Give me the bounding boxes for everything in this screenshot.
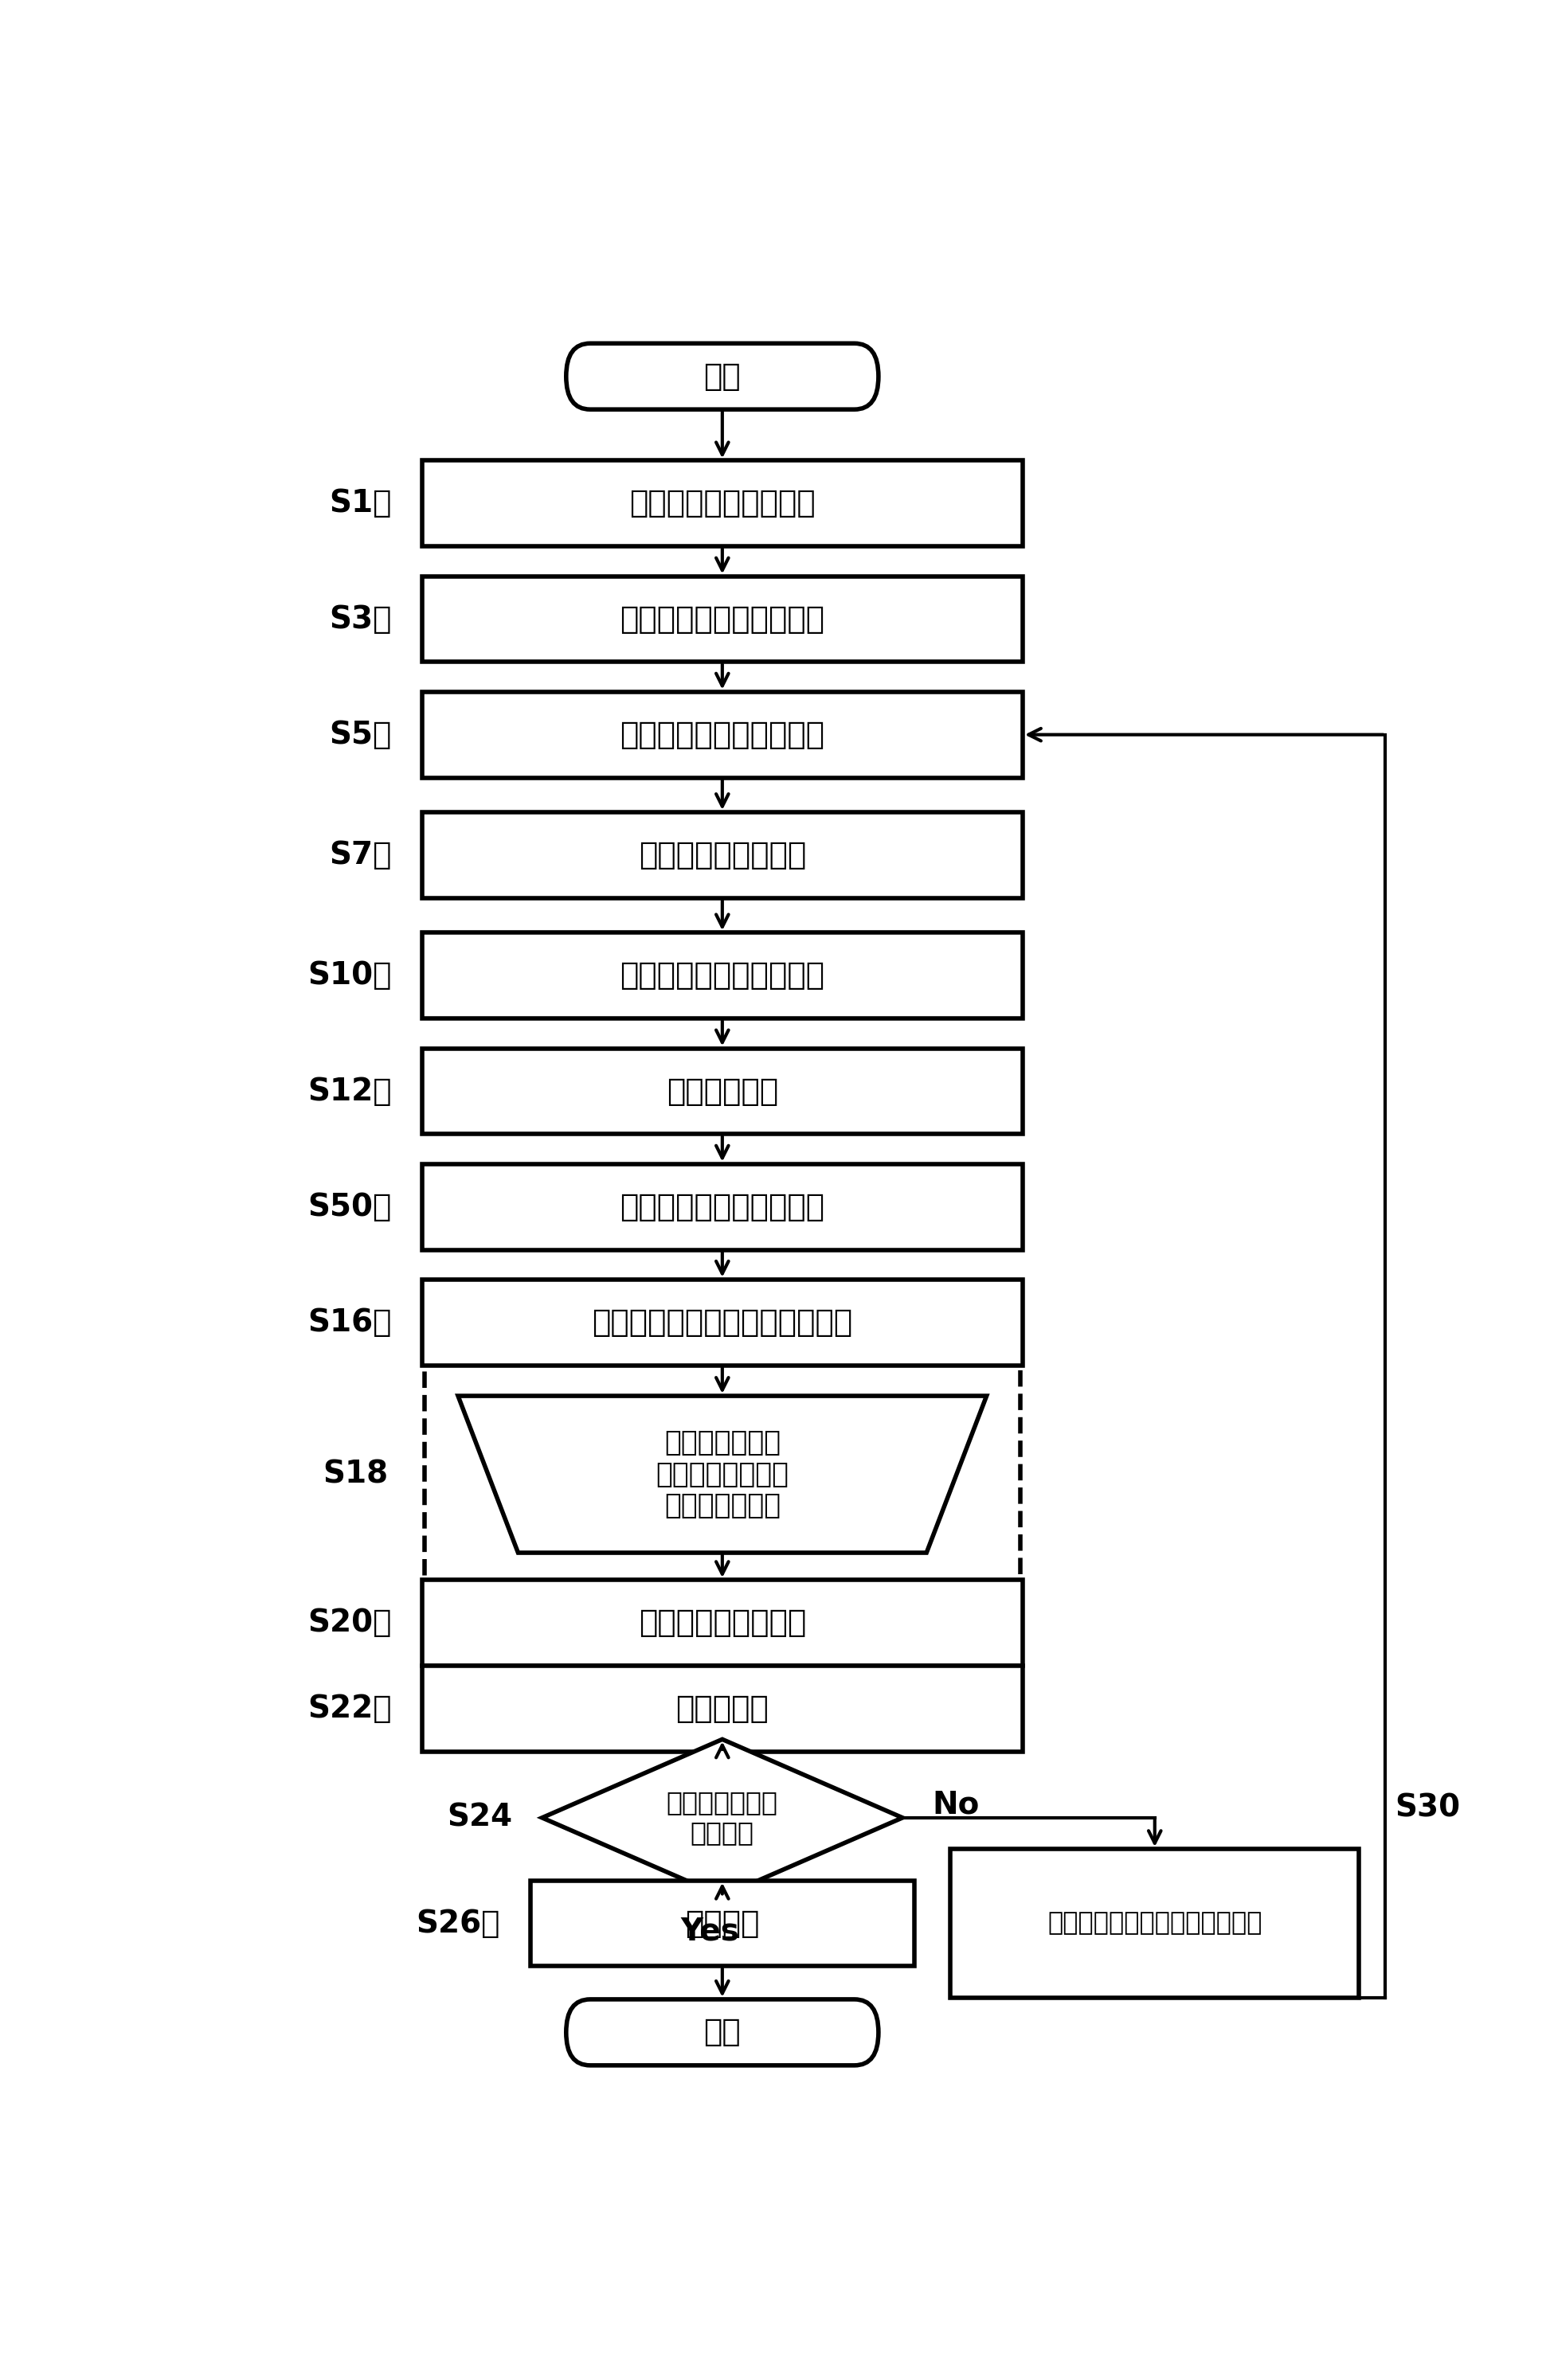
Text: 显示原始图像: 显示原始图像 xyxy=(666,1076,778,1107)
Text: 将照相机定位于摄影位置: 将照相机定位于摄影位置 xyxy=(620,719,825,750)
Polygon shape xyxy=(459,1397,987,1552)
Text: S3～: S3～ xyxy=(330,605,392,633)
Text: 序列号加计: 序列号加计 xyxy=(676,1695,769,1723)
Bar xyxy=(422,1164,1023,1250)
Text: S26～: S26～ xyxy=(415,1909,501,1940)
Text: 结束: 结束 xyxy=(704,2018,741,2047)
Text: S12～: S12～ xyxy=(308,1076,392,1107)
Text: No: No xyxy=(933,1790,980,1821)
Text: S7～: S7～ xyxy=(330,840,392,871)
Bar xyxy=(422,1666,1023,1752)
Text: 决定检查对象运送位置: 决定检查对象运送位置 xyxy=(629,488,815,519)
Text: 对检查对象施加电流: 对检查对象施加电流 xyxy=(639,840,806,871)
Bar xyxy=(422,576,1023,662)
Text: S1～: S1～ xyxy=(330,488,392,519)
Bar xyxy=(422,1580,1023,1666)
Text: 将探针连接到检查对象上: 将探针连接到检查对象上 xyxy=(620,605,825,633)
Bar xyxy=(425,1338,1020,1611)
Text: 输入单元的优劣
判定结果（检查人
员的手动判定）: 输入单元的优劣 判定结果（检查人 员的手动判定） xyxy=(656,1430,789,1518)
Text: S20～: S20～ xyxy=(308,1609,392,1637)
Text: 单元是否全部检
查完毕？: 单元是否全部检 查完毕？ xyxy=(666,1790,778,1847)
FancyBboxPatch shape xyxy=(566,343,879,409)
Bar xyxy=(422,1280,1023,1366)
Text: S50～: S50～ xyxy=(308,1192,392,1221)
Text: 将照相机定位于下一个摄影位置: 将照相机定位于下一个摄影位置 xyxy=(1048,1911,1262,1935)
Bar xyxy=(422,462,1023,547)
Text: S16～: S16～ xyxy=(308,1307,392,1338)
Bar xyxy=(422,933,1023,1019)
FancyBboxPatch shape xyxy=(566,1999,879,2066)
Text: S18: S18 xyxy=(322,1459,389,1490)
Bar xyxy=(422,1047,1023,1135)
Text: 通过照相机进行图像摄影: 通过照相机进行图像摄影 xyxy=(620,962,825,990)
Text: S10～: S10～ xyxy=(308,962,392,990)
Text: 保存单元的判定结果: 保存单元的判定结果 xyxy=(639,1609,806,1637)
Text: S30: S30 xyxy=(1395,1792,1460,1823)
Text: S5～: S5～ xyxy=(330,719,392,750)
Text: 综合判定: 综合判定 xyxy=(685,1909,760,1940)
Bar xyxy=(950,1849,1359,1997)
Bar xyxy=(422,812,1023,897)
Text: S22～: S22～ xyxy=(308,1695,392,1723)
Text: S24: S24 xyxy=(446,1802,512,1833)
Bar xyxy=(530,1880,914,1966)
Bar xyxy=(422,693,1023,778)
Text: 开始: 开始 xyxy=(704,362,741,393)
Text: 摄影图像处理及优劣判定: 摄影图像处理及优劣判定 xyxy=(620,1192,825,1221)
Polygon shape xyxy=(542,1740,902,1897)
Text: Yes: Yes xyxy=(680,1916,739,1947)
Text: 显示缺陷部分强调后的判定图像: 显示缺陷部分强调后的判定图像 xyxy=(592,1307,852,1338)
